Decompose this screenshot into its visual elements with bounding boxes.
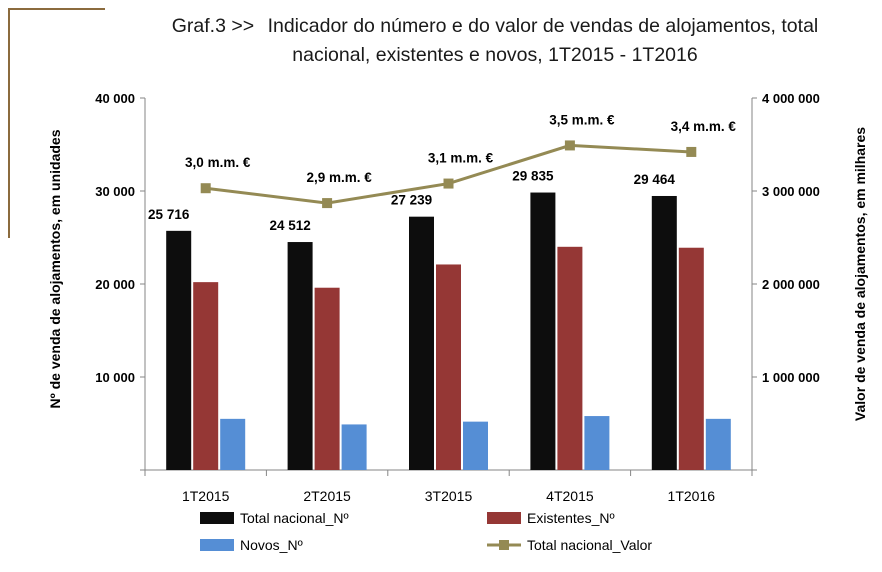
bar	[287, 242, 313, 470]
bar	[314, 287, 340, 470]
y-tick-label-right: 1 000 000	[762, 370, 820, 385]
bar	[557, 246, 583, 470]
value-line	[200, 140, 697, 209]
y-tick-label-left: 30 000	[95, 184, 135, 199]
bar	[463, 421, 488, 470]
bar	[705, 418, 731, 470]
bar-data-label: 29 835	[512, 169, 554, 184]
bars	[166, 192, 731, 471]
bar-data-label: 29 464	[634, 172, 676, 187]
y-tick-label-left: 10 000	[95, 370, 135, 385]
bar	[166, 230, 192, 470]
y-tick-label-left: 20 000	[95, 277, 135, 292]
bar-data-label: 25 716	[148, 207, 190, 222]
x-tick-label: 2T2015	[303, 488, 351, 504]
line-point	[443, 178, 454, 189]
chart-title-prefix: Graf.3 >>	[171, 15, 255, 37]
y-axis-title-right: Valor de venda de alojamentos, em milhar…	[852, 127, 868, 421]
line-point	[200, 183, 211, 194]
bar-data-label: 24 512	[269, 218, 310, 233]
bar	[530, 192, 556, 471]
chart-title: Graf.3 >> Indicador do número e do valor…	[120, 12, 870, 70]
line-point	[564, 140, 575, 151]
line-point	[322, 198, 333, 209]
y-tick-label-left: 40 000	[95, 91, 135, 106]
y-tick-label-right: 4 000 000	[762, 91, 820, 106]
frame-corner-top	[8, 8, 105, 10]
bar	[341, 424, 367, 470]
y-tick-label-right: 2 000 000	[762, 277, 820, 292]
line-point	[686, 146, 697, 157]
x-tick-label: 4T2015	[546, 488, 594, 504]
legend-swatch	[200, 512, 234, 524]
legend-label: Total nacional_Valor	[527, 537, 652, 553]
bar	[220, 418, 246, 470]
legend-swatch-marker	[499, 540, 509, 550]
line-data-label: 2,9 m.m. €	[306, 170, 372, 185]
line-data-label: 3,4 m.m. €	[671, 119, 737, 134]
line-data-label: 3,1 m.m. €	[428, 151, 494, 166]
legend-label: Existentes_Nº	[527, 510, 615, 526]
bar	[193, 282, 219, 470]
bar	[584, 416, 610, 470]
bar	[651, 195, 677, 470]
legend-swatch	[200, 539, 234, 551]
chart-title-line-2: nacional, existentes e novos, 1T2015 - 1…	[292, 44, 698, 66]
legend: Total nacional_Nº Existentes_Nº Novos_Nº To…	[200, 510, 652, 553]
axes: 40 000 4 000 000 30 000 3 000 000 20 000 2 00…	[47, 91, 868, 504]
chart-title-line-1: Indicador do número e do valor de vendas…	[267, 15, 819, 37]
bar-data-label: 27 239	[391, 193, 432, 208]
line-data-label: 3,0 m.m. €	[185, 155, 251, 170]
bar	[409, 216, 434, 470]
bar	[436, 264, 461, 470]
x-tick-label: 3T2015	[425, 488, 473, 504]
x-tick-label: 1T2016	[668, 488, 716, 504]
legend-swatch	[487, 512, 521, 524]
legend-label: Novos_Nº	[240, 537, 303, 553]
data-labels: 25 716 24 512 27 239 29 835 29 464 3,0 m.m. €…	[148, 112, 736, 233]
y-tick-label-right: 3 000 000	[762, 184, 820, 199]
frame-corner-left	[8, 8, 10, 238]
legend-label: Total nacional_Nº	[240, 510, 349, 526]
x-tick-label: 1T2015	[182, 488, 230, 504]
line-data-label: 3,5 m.m. €	[549, 112, 615, 127]
y-axis-title-left: Nº de venda de alojamentos, em unidades	[47, 129, 63, 408]
bar	[678, 247, 704, 470]
